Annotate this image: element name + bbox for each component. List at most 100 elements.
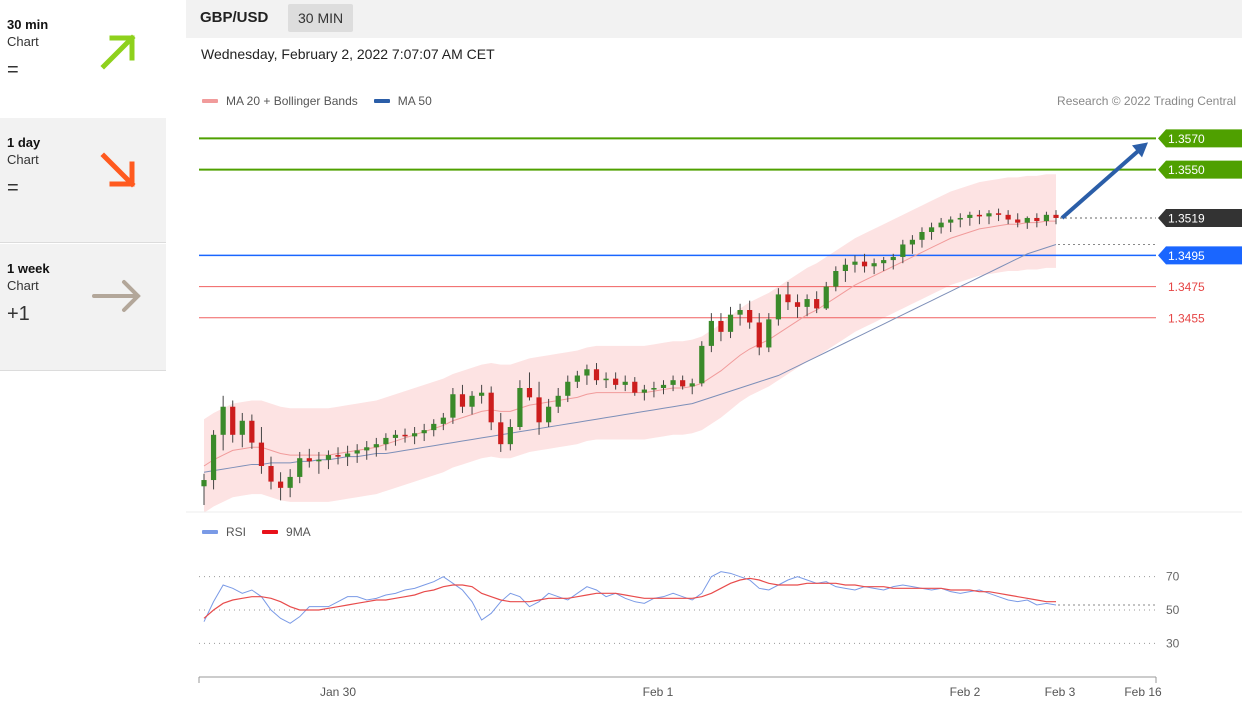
candle-body: [995, 213, 1002, 215]
candle-body: [1005, 214, 1011, 220]
candle-body: [1053, 214, 1059, 218]
candle-body: [603, 378, 609, 381]
candle-body: [938, 222, 944, 228]
candle-body: [670, 380, 676, 385]
candle-body: [1015, 219, 1021, 223]
datetime-label: Wednesday, February 2, 2022 7:07:07 AM C…: [201, 46, 495, 62]
candle-body: [814, 299, 820, 309]
resistance-label-bg: [1158, 129, 1242, 148]
candle-body: [919, 232, 925, 240]
signal-label: +1: [7, 303, 30, 325]
candle-body: [928, 227, 935, 232]
candle-body: [565, 381, 571, 396]
support-label: 1.3475: [1168, 280, 1205, 294]
resistance-label: 1.3570: [1168, 132, 1205, 146]
candle-body: [708, 320, 714, 346]
candle-body: [469, 395, 475, 407]
candle-body: [948, 219, 954, 223]
summary-card-30min[interactable]: 30 min Chart =: [0, 0, 166, 118]
candle-body: [201, 480, 207, 487]
candle-body: [641, 389, 647, 393]
candle-body: [402, 434, 408, 437]
candle-body: [689, 383, 695, 387]
candle-body: [450, 394, 456, 418]
candle-body: [555, 395, 561, 407]
support-label: 1.3455: [1168, 311, 1205, 325]
candle-body: [431, 423, 437, 431]
candle-body: [383, 437, 389, 445]
candle-body: [651, 388, 657, 390]
legend-label: 9MA: [286, 525, 311, 539]
legend-label: MA 50: [397, 94, 432, 108]
timeframe-label: 30 min: [7, 17, 49, 32]
arrow-up-right-icon: [100, 34, 136, 70]
rsi-legend: RSI 9MA: [202, 525, 327, 539]
candle-body: [766, 319, 772, 348]
candle-body: [881, 260, 887, 264]
candle-body: [613, 378, 619, 385]
timeframe-label: 1 week: [7, 261, 50, 276]
candle-body: [546, 406, 552, 423]
candle-body: [718, 320, 724, 332]
x-tick-label: Feb 1: [643, 685, 674, 699]
candle-body: [277, 481, 284, 488]
forecast-arrow: [1060, 147, 1142, 220]
chart-label: Chart: [7, 34, 39, 49]
candle-body: [909, 239, 916, 245]
candle-body: [775, 294, 781, 320]
candle-body: [747, 310, 753, 323]
signal-label: =: [7, 177, 19, 199]
pivot-label: 1.3495: [1168, 249, 1205, 263]
legend-item-ma20: MA 20 + Bollinger Bands: [202, 94, 358, 108]
candle-body: [727, 314, 734, 332]
legend-label: RSI: [226, 525, 247, 539]
timeframe-label: 1 day: [7, 135, 41, 150]
chart-header: GBP/USD 30 MIN: [186, 0, 1242, 38]
candle-body: [421, 430, 427, 434]
candle-body: [680, 380, 686, 387]
rsi-tick-label: 70: [1166, 570, 1180, 584]
candle-body: [392, 434, 399, 438]
summary-card-1week[interactable]: 1 week Chart +1: [0, 244, 166, 371]
signal-label: =: [7, 59, 19, 81]
candle-body: [861, 261, 868, 267]
candle-body: [268, 466, 274, 482]
candle-body: [842, 264, 848, 271]
candle-body: [1024, 217, 1030, 223]
candle-body: [364, 447, 370, 451]
candle-body: [297, 458, 303, 477]
forecast-arrow-head: [1132, 142, 1148, 158]
candle-body: [316, 459, 322, 462]
summary-card-1day[interactable]: 1 day Chart =: [0, 118, 166, 243]
candle-body: [794, 302, 801, 307]
candle-body: [976, 214, 983, 217]
candle-body: [986, 213, 992, 217]
candle-body: [890, 256, 896, 261]
pivot-label-bg: [1158, 246, 1242, 265]
timeframe-badge[interactable]: 30 MIN: [288, 4, 354, 32]
x-tick-label: Jan 30: [320, 685, 356, 699]
candle-body: [249, 420, 255, 443]
candle-body: [622, 381, 628, 385]
candle-body: [852, 261, 858, 265]
candle-body: [459, 394, 466, 407]
candle-body: [785, 294, 791, 303]
summary-panel: 30 min Chart = 1 day Chart = 1 week Char…: [0, 0, 166, 371]
candle-body: [325, 455, 332, 460]
candle-body: [804, 299, 810, 307]
candle-body: [660, 384, 667, 388]
candle-body: [220, 406, 226, 435]
candle-body: [871, 263, 877, 267]
candle-body: [287, 476, 293, 488]
candle-body: [526, 388, 533, 398]
candle-body: [632, 381, 638, 393]
candle-body: [593, 369, 600, 381]
chart-label: Chart: [7, 278, 39, 293]
candle-body: [335, 455, 341, 457]
ma50-line: [203, 244, 1057, 473]
x-tick-label: Feb 16: [1124, 685, 1162, 699]
candle-body: [967, 214, 973, 218]
candle-body: [737, 310, 743, 315]
candle-body: [230, 406, 236, 435]
